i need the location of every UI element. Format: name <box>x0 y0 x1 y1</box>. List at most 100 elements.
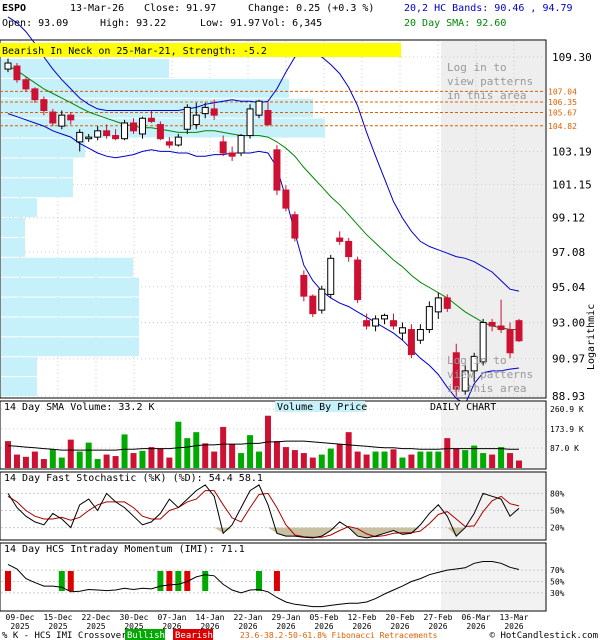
volume-by-price-bar <box>1 357 37 377</box>
candle <box>237 133 245 157</box>
sma-line <box>7 65 519 330</box>
candle <box>22 76 30 92</box>
bullish-label: Bullish <box>127 631 165 640</box>
momentum-crossover-bar <box>5 571 11 591</box>
date-tick-label: 22-Jan <box>234 613 263 622</box>
patterns-overlay-line1[interactable]: Log in to <box>447 61 507 74</box>
price-tick-label: 103.19 <box>552 146 592 159</box>
candle <box>291 211 299 242</box>
candles <box>4 58 523 397</box>
candle-body <box>76 131 84 143</box>
date-tick-label: 14-Jan <box>196 613 225 622</box>
candle-body <box>309 295 317 315</box>
candle <box>103 124 111 139</box>
patterns-overlay-line3[interactable]: in this area <box>447 89 526 102</box>
candle <box>515 318 523 343</box>
price-tick-label: 104.82 <box>548 122 577 131</box>
candle-body <box>488 321 496 327</box>
candle <box>309 294 317 318</box>
year-tick-label: 2026 <box>162 622 181 631</box>
date-tick-label: 20-Feb <box>386 613 415 622</box>
candle <box>506 322 514 359</box>
momentum-line <box>7 561 520 608</box>
volume-bar <box>498 447 505 468</box>
date-tick-label: 27-Feb <box>424 613 453 622</box>
candle-body <box>237 135 245 154</box>
candle <box>497 299 505 334</box>
candle-body <box>138 117 146 135</box>
volume-bar <box>408 454 415 468</box>
candle-body <box>13 65 21 81</box>
change-value: Change: 0.25 (+0.3 %) <box>248 3 374 14</box>
volume-tick-label: 87.0 K <box>550 444 579 453</box>
momentum-crossover-bar <box>157 571 164 591</box>
volume-bar <box>453 448 460 468</box>
candle-body <box>398 327 406 334</box>
volume-panel: 14 Day SMA Volume: 33.2 K Volume By Pric… <box>0 400 584 470</box>
candle-body <box>147 117 155 122</box>
price-tick-label: 88.93 <box>552 390 585 403</box>
volume-bar <box>22 456 29 468</box>
volume-bar <box>85 442 92 468</box>
year-tick-label: 2026 <box>200 622 219 631</box>
candle <box>147 110 155 123</box>
volume-by-price-bar <box>1 237 25 257</box>
volume-bar <box>435 451 442 468</box>
volume-bar <box>462 450 469 468</box>
candle <box>183 104 191 134</box>
candle <box>264 101 272 127</box>
date-tick-label: 09-Dec <box>6 613 35 622</box>
candle-body <box>192 114 200 126</box>
candle-body <box>416 329 424 341</box>
candle-body <box>273 149 281 191</box>
pattern-banner-bg <box>0 43 401 57</box>
candle-body <box>121 122 129 140</box>
volume-bar <box>166 457 173 468</box>
patterns-overlay-line4[interactable]: Log in to <box>447 354 507 367</box>
candle-body <box>363 320 371 327</box>
volume-bar <box>67 439 74 468</box>
momentum-tick-label: 50% <box>550 578 565 587</box>
stochastic-axis: 80% 50% 20% <box>550 489 565 532</box>
copyright: © HotCandlestick.com <box>490 631 598 640</box>
candle-body <box>4 62 12 70</box>
candle-body <box>506 329 514 354</box>
candle-body <box>67 114 75 121</box>
candle-body <box>183 106 191 130</box>
high-value: High: 93.22 <box>100 18 166 29</box>
momentum-axis: 70% 50% 30% <box>550 566 565 598</box>
volume-by-price-bar <box>1 59 169 78</box>
volume-bar <box>220 426 227 468</box>
candle <box>282 185 290 212</box>
candle <box>246 104 254 139</box>
volume-bar <box>489 454 496 468</box>
candle <box>389 313 397 330</box>
candle-body <box>291 214 299 239</box>
volume-bar <box>148 447 155 468</box>
candle <box>121 119 129 141</box>
vbp-label-bg <box>275 401 365 412</box>
year-tick-label: 2026 <box>276 622 295 631</box>
patterns-overlay-line5[interactable]: view patterns <box>447 368 533 381</box>
candle <box>327 254 335 298</box>
stochastic-tick-label: 80% <box>550 489 565 498</box>
stochastic-oversold-fill <box>8 527 519 538</box>
volume-tick-label: 260.9 K <box>550 405 584 414</box>
candle-body <box>85 136 93 140</box>
candle <box>138 116 146 139</box>
momentum-crossover-bar <box>175 571 182 591</box>
volume-axis: 260.9 K 173.9 K 87.0 K <box>550 405 584 453</box>
volume-bar <box>247 435 254 468</box>
close-value: Close: 91.97 <box>144 3 216 14</box>
patterns-overlay-line6[interactable]: in this area <box>447 382 526 395</box>
price-tick-label: 95.04 <box>552 281 585 294</box>
candle <box>488 318 496 332</box>
patterns-overlay-line2[interactable]: view patterns <box>447 75 533 88</box>
volume-bar <box>157 448 164 468</box>
momentum-label: 14 Day HCS Intraday Momentum (IMI): 71.1 <box>4 544 245 555</box>
candle <box>452 343 460 397</box>
volume-bar <box>390 449 397 468</box>
volume-bar <box>76 451 83 468</box>
date-axis: 09-Dec202515-Dec202522-Dec202530-Dec2025… <box>6 613 529 631</box>
volume-bars <box>5 415 522 468</box>
